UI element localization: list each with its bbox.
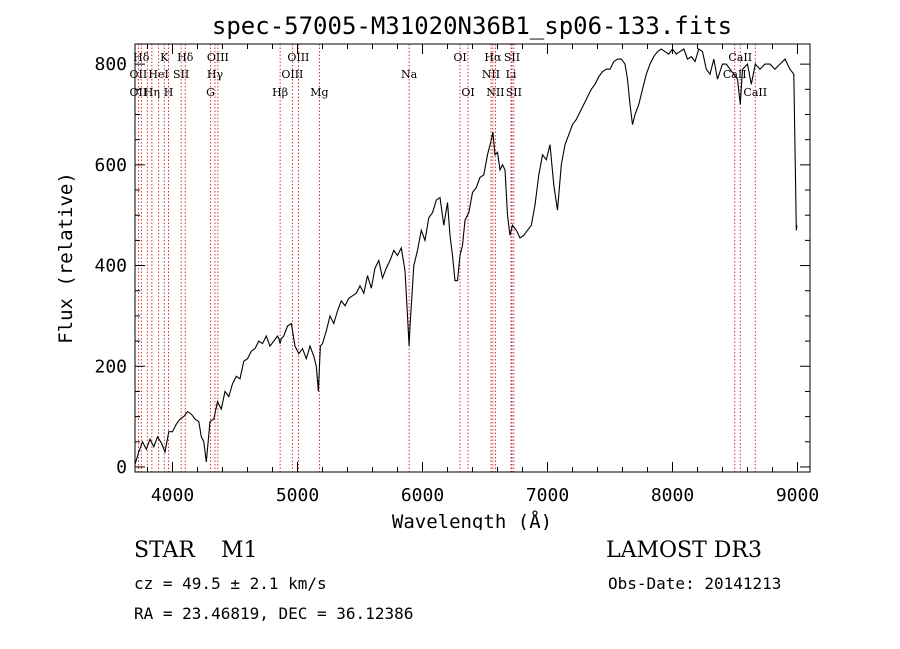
y-tick-label: 600 — [94, 155, 127, 176]
line-label: NII — [482, 68, 500, 81]
object-subclass: M1 — [221, 538, 258, 563]
x-tick-label: 4000 — [151, 485, 194, 506]
line-label: OII — [130, 68, 148, 81]
x-tick-label: 6000 — [401, 485, 444, 506]
line-label: SII — [506, 86, 522, 99]
line-label: OII — [130, 86, 148, 99]
chart-title: spec-57005-M31020N36B1_sp06-133.fits — [212, 12, 732, 40]
line-label: CaII — [743, 86, 767, 99]
line-label: OIII — [281, 68, 303, 81]
object-class: STAR — [134, 538, 195, 563]
y-axis: 0 200 400 600 800 — [94, 54, 810, 478]
line-label: K — [160, 51, 169, 64]
spectrum-chart: spec-57005-M31020N36B1_sp06-133.fits Hδ K… — [55, 12, 819, 530]
x-axis-label: Wavelength (Å) — [392, 510, 552, 530]
line-label: OIII — [287, 51, 309, 64]
line-label: H — [164, 86, 174, 99]
line-label: SII — [173, 68, 189, 81]
x-tick-label: 8000 — [651, 485, 694, 506]
y-axis-label: Flux (relative) — [55, 172, 77, 344]
line-label: OIII — [207, 51, 229, 64]
line-label: CaII — [723, 68, 747, 81]
y-tick-label: 200 — [94, 356, 127, 377]
line-label: Na — [401, 68, 418, 81]
x-axis: 4000 5000 6000 7000 8000 9000 — [147, 44, 819, 506]
line-label: OI — [461, 86, 474, 99]
y-tick-label: 400 — [94, 256, 127, 277]
y-tick-label: 0 — [116, 457, 127, 478]
survey-name: LAMOST DR3 — [606, 538, 762, 563]
line-label: Hβ — [272, 86, 288, 99]
line-label: Hγ — [207, 68, 224, 81]
line-label: G — [206, 86, 215, 99]
x-tick-label: 5000 — [276, 485, 319, 506]
spectrum-line — [134, 48, 798, 465]
line-label: NII — [486, 86, 504, 99]
line-label: Li — [506, 68, 517, 81]
plot-frame — [134, 43, 811, 473]
observation-date: Obs-Date: 20141213 — [608, 574, 782, 593]
line-label: CaII — [728, 51, 752, 64]
emission-line-markers — [137, 44, 756, 472]
line-label: Hα — [484, 51, 502, 64]
coordinates: RA = 23.46819, DEC = 36.12386 — [134, 604, 414, 623]
redshift-velocity: cz = 49.5 ± 2.1 km/s — [134, 574, 327, 593]
line-label: Hδ — [133, 51, 150, 64]
y-tick-label: 800 — [94, 54, 127, 75]
x-tick-label: 9000 — [776, 485, 819, 506]
classification: STAR M1 — [134, 538, 284, 563]
line-label: Hδ — [177, 51, 194, 64]
x-tick-label: 7000 — [526, 485, 569, 506]
line-label: Mg — [310, 86, 328, 99]
line-label: SII — [504, 51, 520, 64]
line-label: OI — [453, 51, 466, 64]
line-label: HeI — [148, 68, 168, 81]
line-label: Hη — [144, 86, 160, 99]
